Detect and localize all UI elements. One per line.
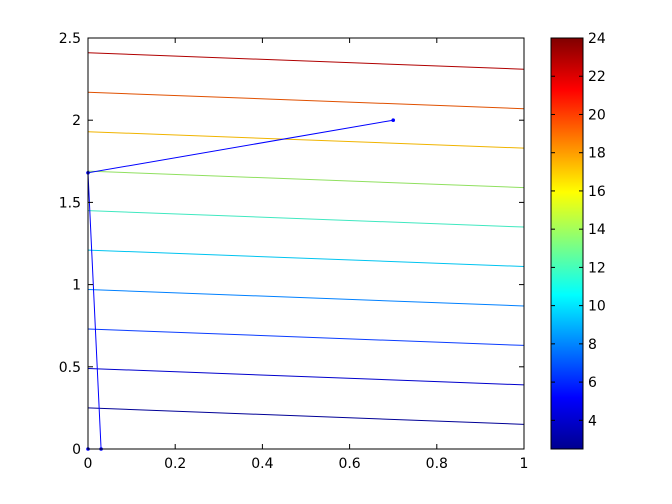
x-tick-label: 1 [520,456,529,472]
contour-line [87,91,525,110]
y-tick-label: 1.5 [59,195,81,211]
colorbar-tick-label: 12 [588,260,606,276]
colorbar-tick-label: 24 [588,31,606,47]
colorbar-tick-label: 6 [588,375,597,391]
contour-line [87,170,525,189]
x-axis: 0 0.2 0.4 0.6 0.8 1 [84,38,529,472]
colorbar-tick-label: 4 [588,413,597,429]
x-tick-label: 0.6 [338,456,360,472]
colorbar-tick-label: 18 [588,146,606,162]
colorbar-tick-label: 16 [588,184,606,200]
contour-line [87,249,525,268]
contour-line [87,328,525,346]
x-tick-label: 0.2 [164,456,186,472]
x-tick-label: 0.4 [251,456,273,472]
contour-line [87,210,525,228]
contour-line [87,52,525,70]
x-tick-label: 0 [84,456,93,472]
colorbar-tick-label: 14 [588,222,606,238]
contour-line [87,407,525,425]
contour-line [87,367,525,386]
contour-line [87,131,525,149]
y-tick-label: 2.5 [59,31,81,47]
contour-line [87,289,525,307]
colorbar-axis: 4 6 8 10 12 14 16 18 20 22 24 [551,31,606,429]
colorbar-tick-label: 20 [588,107,606,123]
x-tick-label: 0.8 [426,456,448,472]
colorbar-tick-label: 8 [588,337,597,353]
contour-lines [87,52,525,425]
colorbar-tick-label: 22 [588,69,606,85]
y-tick-label: 1 [72,278,81,294]
y-axis: 0 0.5 1 1.5 2 2.5 [59,31,524,458]
path-point [391,118,396,122]
y-tick-label: 0.5 [59,360,81,376]
y-tick-label: 0 [72,442,81,458]
plot-frame [87,37,525,450]
plot-area [88,38,524,449]
colorbar [550,37,584,450]
y-tick-label: 2 [72,113,81,129]
colorbar-tick-label: 10 [588,299,606,315]
